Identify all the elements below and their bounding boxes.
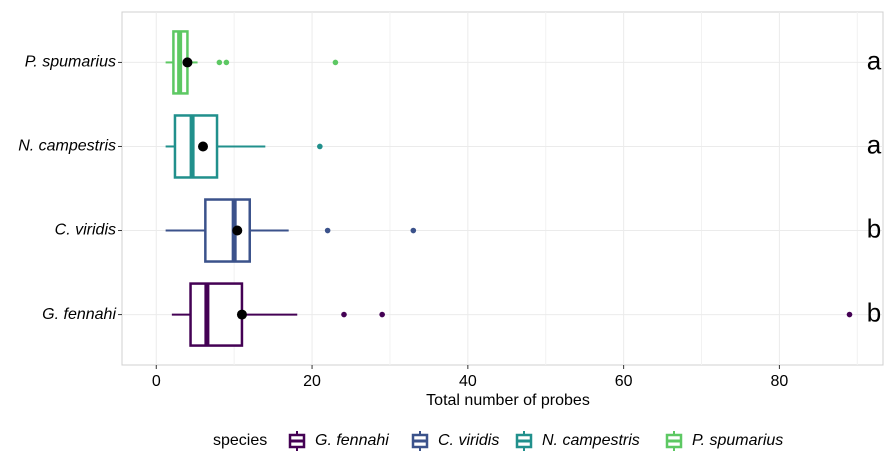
panel xyxy=(121,11,884,366)
outlier xyxy=(410,227,417,234)
outlier xyxy=(341,311,347,318)
y-tick-label: G. fennahi xyxy=(42,306,116,323)
outlier xyxy=(332,59,339,66)
x-tick-label: 0 xyxy=(152,373,161,390)
outlier xyxy=(317,143,323,150)
mean-point xyxy=(198,141,209,152)
outlier xyxy=(223,59,230,66)
y-tick-label: P. spumarius xyxy=(25,54,116,71)
box xyxy=(204,198,251,263)
x-tick-label: 80 xyxy=(771,373,789,390)
legend-label: N. campestris xyxy=(542,432,640,449)
mean-point xyxy=(232,225,243,236)
x-tick-label: 60 xyxy=(615,373,633,390)
mean-point xyxy=(182,57,193,68)
y-tick-label: C. viridis xyxy=(55,222,116,239)
outlier xyxy=(379,311,385,318)
mean-point xyxy=(236,309,247,320)
legend-label: G. fennahi xyxy=(315,432,389,449)
x-tick-label: 20 xyxy=(303,373,321,390)
x-tick-label: 40 xyxy=(459,373,477,390)
outlier xyxy=(846,311,853,318)
x-axis-label: Total number of probes xyxy=(426,392,590,409)
box xyxy=(173,114,219,179)
annotation: a xyxy=(867,129,882,159)
box xyxy=(189,282,244,347)
annotation: b xyxy=(867,297,881,327)
annotation: a xyxy=(867,45,882,75)
annotation: b xyxy=(867,213,881,243)
outlier xyxy=(216,59,223,66)
legend-title: species xyxy=(213,432,267,449)
y-tick-label: N. campestris xyxy=(18,138,116,155)
legend-label: P. spumarius xyxy=(692,432,783,449)
legend-label: C. viridis xyxy=(438,432,499,449)
outlier xyxy=(324,227,331,234)
